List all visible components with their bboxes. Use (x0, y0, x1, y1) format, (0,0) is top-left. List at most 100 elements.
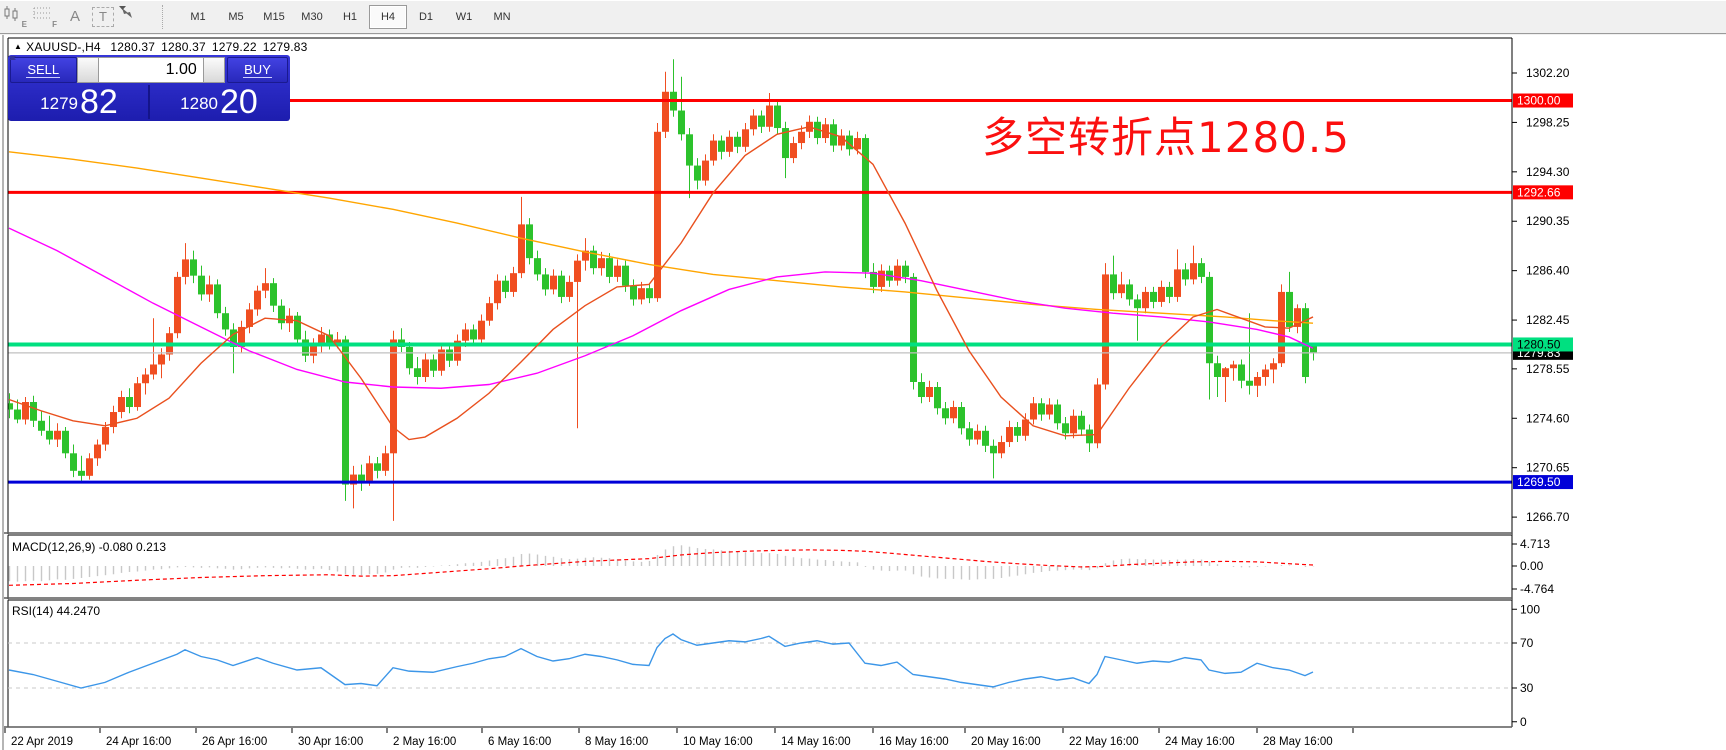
time-label: 24 Apr 16:00 (106, 736, 171, 748)
candle (1110, 274, 1117, 294)
volume-decrease-button[interactable] (9, 56, 99, 83)
svg-text:1300.00: 1300.00 (1517, 94, 1561, 108)
sell-price-display[interactable]: 1279 82 (10, 85, 148, 119)
candle (382, 453, 389, 471)
candle (78, 470, 85, 476)
candle (782, 128, 789, 159)
candle (454, 340, 461, 361)
candle (254, 290, 261, 310)
candle (478, 320, 485, 340)
candle (182, 259, 189, 277)
rsi-scale-label: 0 (1520, 715, 1527, 729)
candle (62, 430, 69, 454)
time-label: 8 May 16:00 (585, 736, 648, 748)
candle (982, 430, 989, 446)
text-box-icon[interactable]: T (92, 6, 114, 27)
rsi-scale-label: 30 (1520, 681, 1534, 695)
candle (958, 407, 965, 429)
candle (990, 445, 997, 454)
candle (94, 444, 101, 459)
candle (630, 285, 637, 300)
candle (910, 276, 917, 382)
candle (358, 474, 365, 481)
text-label-icon[interactable]: A (69, 8, 80, 25)
toolbar-separator (162, 4, 169, 29)
timeframe-button-m15[interactable]: M15 (263, 10, 285, 23)
candle (1038, 403, 1045, 415)
timeframe-button-mn[interactable]: MN (493, 10, 511, 23)
candle (894, 265, 901, 281)
candle (366, 463, 373, 481)
candle (110, 412, 117, 428)
candle (262, 283, 269, 291)
candle (1158, 286, 1165, 302)
macd-label: MACD(12,26,9) -0.080 0.213 (12, 540, 166, 554)
arrows-tool-icon[interactable] (118, 5, 156, 29)
buy-button[interactable]: BUY (227, 57, 288, 83)
buy-price-display[interactable]: 1280 20 (150, 85, 288, 119)
candle (126, 397, 133, 408)
grid-template-icon[interactable]: F (33, 7, 57, 29)
rsi-scale-label: 70 (1520, 636, 1534, 650)
collapse-triangle-icon[interactable]: ▲ (14, 42, 23, 51)
timeframe-button-m30[interactable]: M30 (301, 10, 323, 23)
timeframe-button-m1[interactable]: M1 (190, 10, 206, 23)
candle (1118, 284, 1125, 294)
symbol-period: XAUUSD-,H4 (26, 40, 101, 54)
timeframe-button-d1[interactable]: D1 (418, 10, 434, 23)
candle (1230, 364, 1237, 369)
candle (102, 427, 109, 445)
ohlc-low: 1279.22 (211, 40, 257, 54)
candle (918, 381, 925, 398)
price-tick-label: 1302.20 (1526, 66, 1570, 80)
price-tick-label: 1298.25 (1526, 115, 1570, 129)
candle (1270, 363, 1277, 370)
candle (158, 354, 165, 365)
candle (1174, 269, 1181, 297)
timeframe-button-m5[interactable]: M5 (228, 10, 244, 23)
candle (246, 309, 253, 327)
candle (502, 280, 509, 292)
price-axis: 1302.20 1298.25 1294.30 1290.35 1286.40 1282.… (1512, 66, 1573, 524)
candle (86, 458, 93, 476)
timeframe-group: M1 M5 M15 M30 H1 H4 D1 W1 MN (179, 4, 521, 29)
svg-text:1269.50: 1269.50 (1517, 475, 1561, 489)
candles-edit-icon[interactable]: E (2, 5, 28, 29)
candle (270, 283, 277, 306)
sell-button[interactable]: SELL (10, 57, 77, 83)
timeframe-button-w1[interactable]: W1 (455, 10, 473, 23)
rsi-label: RSI(14) 44.2470 (12, 604, 100, 618)
candle (1078, 415, 1085, 430)
macd-panel[interactable]: MACD(12,26,9) -0.080 0.213 4.713 0.00 -4.76… (8, 537, 1554, 596)
candle (486, 303, 493, 321)
toolbar: E F A T M1 M5 M15 M30 H1 H4 D1 W1 MN (0, 0, 1726, 34)
candle (190, 259, 197, 276)
candle (838, 135, 845, 146)
candle (446, 349, 453, 361)
volume-increase-button[interactable] (9, 56, 226, 83)
time-label: 10 May 16:00 (683, 736, 753, 748)
chart-text-annotation[interactable]: 多空转折点1280.5 (982, 113, 1350, 162)
candle (1070, 415, 1077, 434)
candle (566, 281, 573, 297)
candle (462, 329, 469, 341)
ohlc-high: 1280.37 (161, 40, 206, 54)
timeframe-button-h4[interactable]: H4 (369, 4, 407, 29)
candle (142, 374, 149, 384)
candle (998, 442, 1005, 454)
price-tick-label: 1270.65 (1526, 461, 1570, 475)
candle (14, 409, 21, 420)
volume-input[interactable] (98, 57, 203, 83)
candle (550, 275, 557, 290)
candle (406, 346, 413, 369)
candle (38, 420, 45, 431)
window-left-edge[interactable] (2, 35, 4, 750)
rsi-panel[interactable]: RSI(14) 44.2470 100 70 30 0 (8, 602, 1540, 729)
candle (1054, 404, 1061, 424)
candle (238, 326, 245, 347)
timeframe-button-h1[interactable]: H1 (342, 10, 358, 23)
price-tick-label: 1274.60 (1526, 411, 1570, 425)
candle (934, 387, 941, 409)
candle (422, 359, 429, 377)
